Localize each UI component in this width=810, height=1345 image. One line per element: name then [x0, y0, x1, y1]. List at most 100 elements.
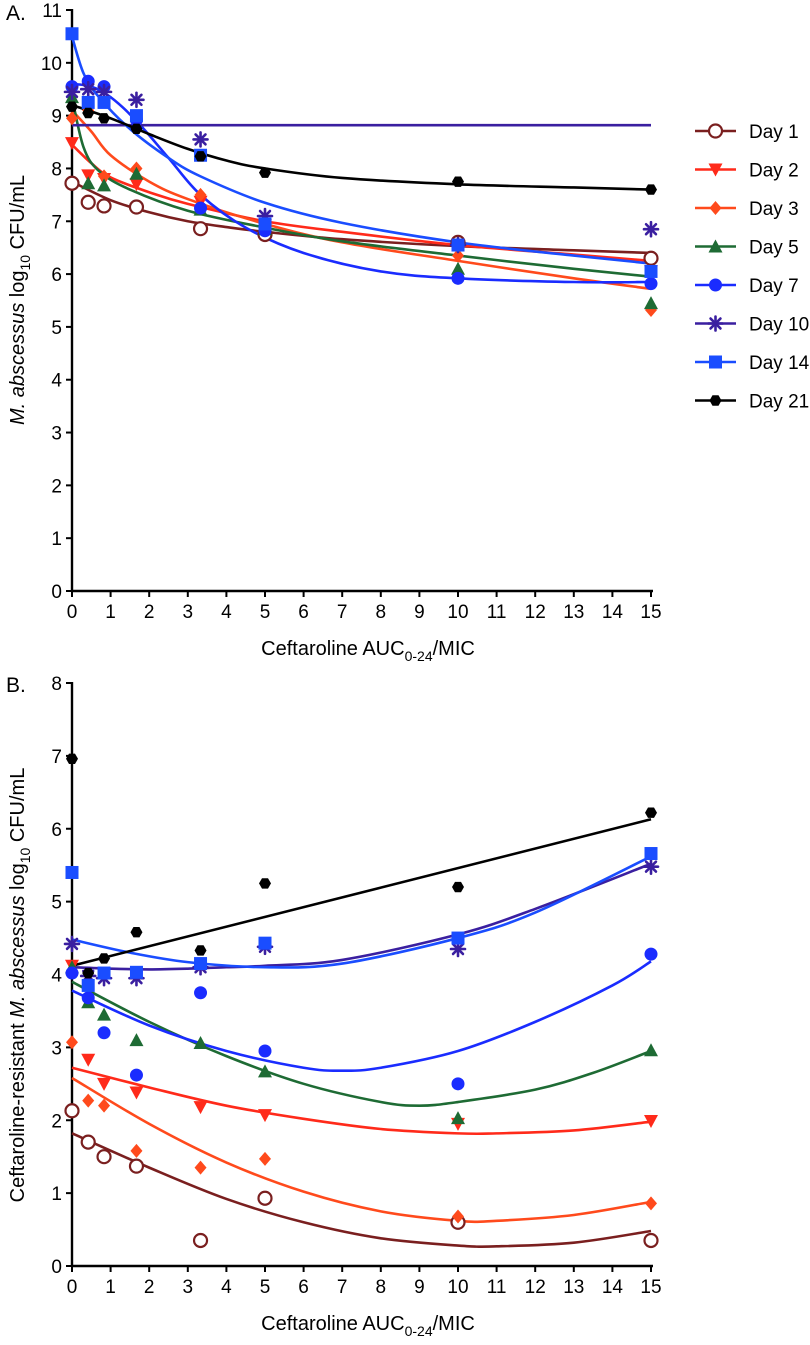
panel-b-y-axis-label: Ceftaroline-resistant M. abscessus log10… [7, 768, 33, 1203]
panel-b-points [63, 753, 660, 1249]
panel-b-point-day-1 [257, 1190, 273, 1206]
panel-a-point-day-5 [97, 178, 112, 192]
panel-b-point-day-1 [192, 1232, 209, 1249]
panel-b-label: B. [6, 674, 26, 697]
panel-b-point-day-3 [98, 1098, 111, 1113]
panel-b-fit-day-5 [71, 980, 652, 1107]
panel-b-fit-day-21 [71, 818, 652, 968]
legend-label: Day 5 [749, 238, 799, 259]
legend-label: Day 2 [749, 161, 799, 182]
panel-a-point-day-7 [644, 277, 658, 291]
panel-a-point-day-1 [128, 199, 145, 215]
panel-b-x-tick-label: 0 [67, 1277, 78, 1298]
legend: Day 1 Day 2 Day 3 Day 5 Day 7 Day 10 Day 14 Day… [695, 122, 810, 413]
panel-a-x-tick-label: 0 [67, 602, 78, 623]
panel-a-fit-day-3 [71, 109, 652, 291]
panel-b-x-tick-label: 7 [337, 1277, 348, 1298]
panel-b-point-day-3 [66, 1035, 78, 1050]
panel-b-point-day-7 [451, 1077, 465, 1091]
panel-b-y-tick-label: 2 [51, 1111, 62, 1132]
panel-b-x-tick-label: 2 [144, 1277, 155, 1298]
panel-a-point-day-1 [64, 175, 80, 191]
legend-item-day-7: Day 7 [695, 276, 799, 297]
panel-b-point-day-2 [644, 1114, 658, 1128]
panel-a-point-day-14 [451, 238, 465, 252]
panel-a-label: A. [6, 2, 26, 25]
panel-b-point-day-1 [128, 1158, 145, 1174]
panel-b-x-tick-label: 4 [221, 1277, 232, 1298]
panel-a-point-day-21 [130, 123, 143, 135]
panel-a-point-day-10 [192, 131, 209, 148]
panel-a-point-day-21 [98, 113, 111, 124]
legend-item-day-2: Day 2 [695, 161, 799, 182]
panel-a-point-day-5 [129, 166, 144, 180]
panel-a-fit-day-7 [71, 82, 652, 284]
panel-a-y-tick-label: 6 [51, 265, 62, 286]
panel-b-point-day-10 [642, 858, 660, 875]
panel-b-fit-day-7 [71, 960, 652, 1072]
legend-marker [708, 239, 723, 253]
panel-a-point-day-7 [194, 201, 208, 215]
legend-item-day-21: Day 21 [695, 392, 809, 413]
legend-marker [709, 395, 722, 406]
panel-b-y-tick-label: 3 [51, 1038, 62, 1059]
panel-a-x-tick-label: 3 [183, 602, 194, 623]
panel-b-x-tick-label: 9 [414, 1277, 425, 1298]
panel-b-x-tick-label: 13 [563, 1277, 584, 1298]
panel-b-y-tick-label: 8 [51, 674, 62, 695]
panel-a-point-day-1 [80, 194, 96, 210]
panel-b-fit-day-1 [71, 1132, 652, 1248]
panel-b-point-day-3 [194, 1160, 207, 1175]
panel-b-x-tick-label: 5 [260, 1277, 271, 1298]
panel-a-y-tick-label: 11 [42, 1, 62, 22]
panel-b-fit-day-14 [71, 855, 652, 969]
panel-b-point-day-14 [65, 865, 79, 879]
panel-a-point-day-10 [79, 80, 97, 98]
panel-b-point-day-5 [97, 1007, 112, 1021]
legend-label: Day 14 [749, 353, 810, 374]
panel-a-point-day-10 [63, 83, 81, 101]
panel-a-point-day-3 [194, 187, 207, 202]
panel-b-x-tick-label: 11 [487, 1277, 507, 1298]
panel-b-fit-day-10 [71, 862, 652, 971]
panel-b-y-tick-label: 1 [51, 1184, 62, 1205]
panel-a-point-day-10 [642, 220, 660, 238]
panel-a-point-day-3 [66, 111, 78, 126]
panel-b-point-day-21 [82, 967, 95, 979]
panel-a-point-day-14 [97, 95, 111, 109]
panel-b-point-day-1 [96, 1149, 112, 1165]
panel-b-point-day-14 [451, 931, 465, 945]
panel-b-point-day-7 [81, 991, 95, 1005]
panel-a-point-day-14 [129, 109, 143, 123]
panel-a-point-day-3 [98, 169, 111, 184]
panel-b-point-day-14 [97, 966, 111, 980]
panel-b-point-day-2 [129, 1086, 144, 1100]
panel-b-point-day-10 [63, 935, 81, 953]
panel-b-y-tick-label: 7 [51, 747, 62, 768]
legend-marker [708, 163, 723, 177]
panel-a-point-day-14 [258, 217, 272, 231]
panel-a-y-tick-label: 8 [51, 159, 62, 180]
panel-a-x-tick-label: 4 [221, 602, 232, 623]
panel-b-x-tick-label: 14 [602, 1277, 624, 1298]
panel-a-point-day-2 [81, 169, 96, 183]
panel-b-x-tick-label: 15 [640, 1277, 661, 1298]
legend-label: Day 7 [749, 276, 799, 297]
panel-b-point-day-5 [193, 1036, 208, 1050]
panel-b-point-day-14 [81, 978, 95, 992]
panel-a-point-day-2 [65, 137, 79, 151]
panel-b-point-day-7 [644, 947, 658, 961]
panel-a-x-tick-label: 9 [414, 602, 425, 623]
panel-b-point-day-7 [194, 986, 208, 1000]
panel-a-y-tick-label: 3 [51, 424, 62, 445]
panel-a-x-tick-label: 5 [260, 602, 271, 623]
legend-label: Day 10 [749, 315, 809, 336]
panel-a-point-day-21 [452, 176, 464, 187]
legend-item-day-3: Day 3 [695, 199, 799, 220]
panel-a-point-day-1 [96, 198, 112, 214]
panel-b-point-day-7 [97, 1026, 111, 1040]
panel-a-point-day-5 [451, 261, 465, 275]
